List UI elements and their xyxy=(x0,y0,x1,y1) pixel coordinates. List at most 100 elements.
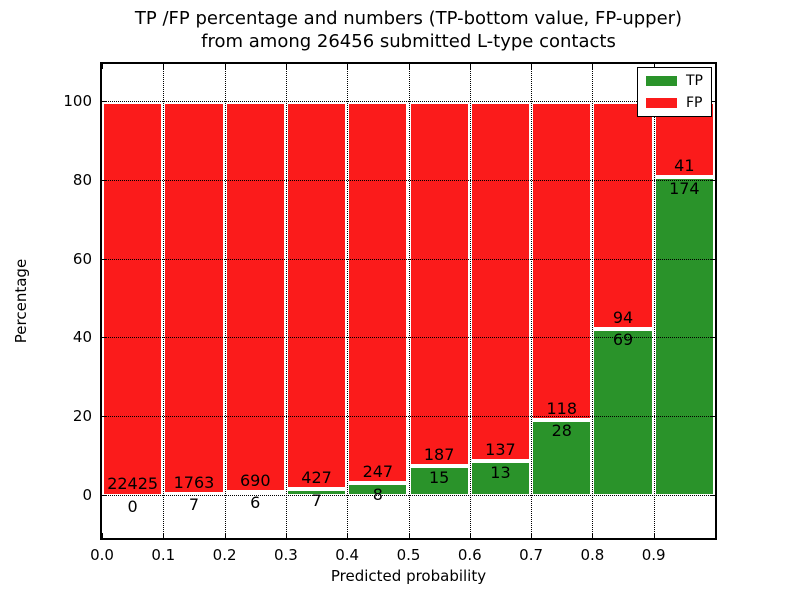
tp-swatch-icon xyxy=(646,76,677,86)
chart-title-line-1: TP /FP percentage and numbers (TP-bottom… xyxy=(134,8,683,29)
x-tick-mark xyxy=(163,64,165,69)
y-tick-mark xyxy=(710,494,715,496)
x-tick-label: 0.3 xyxy=(273,546,298,564)
vertical-gridline xyxy=(653,64,655,538)
legend-label-tp: TP xyxy=(686,73,703,89)
fp-count-label: 41 xyxy=(674,155,695,175)
fp-bar xyxy=(469,102,532,462)
x-tick-mark xyxy=(285,64,287,69)
x-tick-label: 0.1 xyxy=(151,546,176,564)
fp-count-label: 427 xyxy=(301,467,332,487)
fp-bar xyxy=(347,102,409,484)
x-tick-label: 0.9 xyxy=(641,546,666,564)
y-tick-label: 40 xyxy=(72,328,92,347)
plot-area: 22425 0 1763 7 690 6 427 7 247 8 187 15 137 13 118 28 94… xyxy=(100,62,717,540)
y-tick-label: 0 xyxy=(82,485,92,504)
tp-bar xyxy=(469,461,532,496)
tp-count-label: 6 xyxy=(250,493,261,513)
x-tick-mark xyxy=(285,533,287,538)
tp-count-label: 174 xyxy=(669,178,700,198)
fp-bar xyxy=(531,102,593,421)
y-tick-mark xyxy=(102,258,107,260)
x-axis-label: Predicted probability xyxy=(330,567,487,585)
bars-layer xyxy=(102,64,715,538)
tp-bar xyxy=(408,466,470,496)
x-tick-mark xyxy=(715,533,716,538)
y-tick-label: 20 xyxy=(72,406,92,425)
y-tick-mark xyxy=(710,415,715,417)
vertical-gridline xyxy=(408,64,410,538)
fp-count-label: 22425 xyxy=(107,474,159,494)
tp-bar xyxy=(592,329,654,496)
bar-labels-layer: 22425 0 1763 7 690 6 427 7 247 8 187 15 137 13 118 28 94… xyxy=(102,64,715,538)
fp-count-label: 247 xyxy=(362,461,394,481)
x-tick-mark xyxy=(408,533,410,538)
tp-count-label: 69 xyxy=(612,330,634,350)
x-tick-mark xyxy=(224,64,226,69)
x-tick-label: 0.5 xyxy=(396,546,421,564)
x-tick-mark xyxy=(163,533,165,538)
x-tick-label: 0.2 xyxy=(212,546,237,564)
vertical-gridline xyxy=(163,64,165,538)
x-tick-mark xyxy=(592,533,594,538)
y-tick-mark xyxy=(102,101,107,103)
fp-count-label: 690 xyxy=(239,470,271,490)
fp-swatch-icon xyxy=(646,98,677,108)
y-tick-label: 100 xyxy=(63,92,92,111)
fp-count-label: 137 xyxy=(485,440,516,460)
y-tick-label: 60 xyxy=(72,249,92,268)
x-tick-mark xyxy=(592,64,594,69)
x-tick-mark xyxy=(653,533,655,538)
ticks-layer xyxy=(102,64,716,538)
fp-bar xyxy=(163,102,225,494)
tp-bar xyxy=(653,177,715,496)
vertical-gridline xyxy=(469,64,471,538)
x-tick-label: 0.8 xyxy=(580,546,605,564)
chart-title-line-2: from among 26456 submitted L-type contac… xyxy=(201,31,616,52)
x-tick-label: 0.0 xyxy=(90,546,114,564)
x-tick-mark xyxy=(531,64,533,69)
chart-title: TP /FP percentage and numbers (TP-bottom… xyxy=(100,7,717,53)
tp-count-label: 8 xyxy=(372,484,383,504)
y-tick-mark xyxy=(710,337,715,339)
legend-item-fp: FP xyxy=(646,96,703,110)
tp-count-label: 0 xyxy=(127,496,138,516)
tp-count-label: 7 xyxy=(188,495,200,515)
x-tick-label: 0.7 xyxy=(519,546,544,564)
y-tick-mark xyxy=(102,494,107,496)
x-tick-label: 0.6 xyxy=(457,546,482,564)
tp-count-label: 15 xyxy=(428,467,450,487)
x-tick-mark xyxy=(531,533,533,538)
x-tick-mark xyxy=(408,64,410,69)
x-tick-mark xyxy=(347,64,349,69)
fp-count-label: 94 xyxy=(612,307,634,327)
y-tick-label: 80 xyxy=(72,170,92,189)
x-tick-label: 0.4 xyxy=(335,546,360,564)
vertical-gridline xyxy=(285,64,287,538)
x-tick-mark xyxy=(653,64,655,69)
fp-bar xyxy=(102,102,164,496)
tp-bar xyxy=(285,489,348,496)
grid-layer xyxy=(102,64,715,538)
vertical-gridline xyxy=(592,64,594,538)
fp-count-label: 118 xyxy=(546,398,578,418)
y-tick-mark xyxy=(710,258,715,260)
tp-count-label: 7 xyxy=(311,490,322,510)
legend-label-fp: FP xyxy=(686,95,703,111)
tp-count-label: 13 xyxy=(490,462,511,482)
y-tick-mark xyxy=(102,337,107,339)
fp-bar xyxy=(224,102,286,493)
fp-count-label: 1763 xyxy=(173,472,215,492)
x-tick-mark xyxy=(224,533,226,538)
vertical-gridline xyxy=(531,64,533,538)
fp-bar xyxy=(592,102,654,330)
tp-bar xyxy=(347,483,409,496)
vertical-gridline xyxy=(224,64,226,538)
tp-bar xyxy=(531,420,593,496)
y-axis-label: Percentage xyxy=(12,258,30,344)
fp-bar xyxy=(285,102,348,490)
y-tick-mark xyxy=(102,415,107,417)
x-tick-mark xyxy=(102,533,103,538)
fp-bar xyxy=(408,102,470,467)
legend-item-tp: TP xyxy=(646,74,703,88)
